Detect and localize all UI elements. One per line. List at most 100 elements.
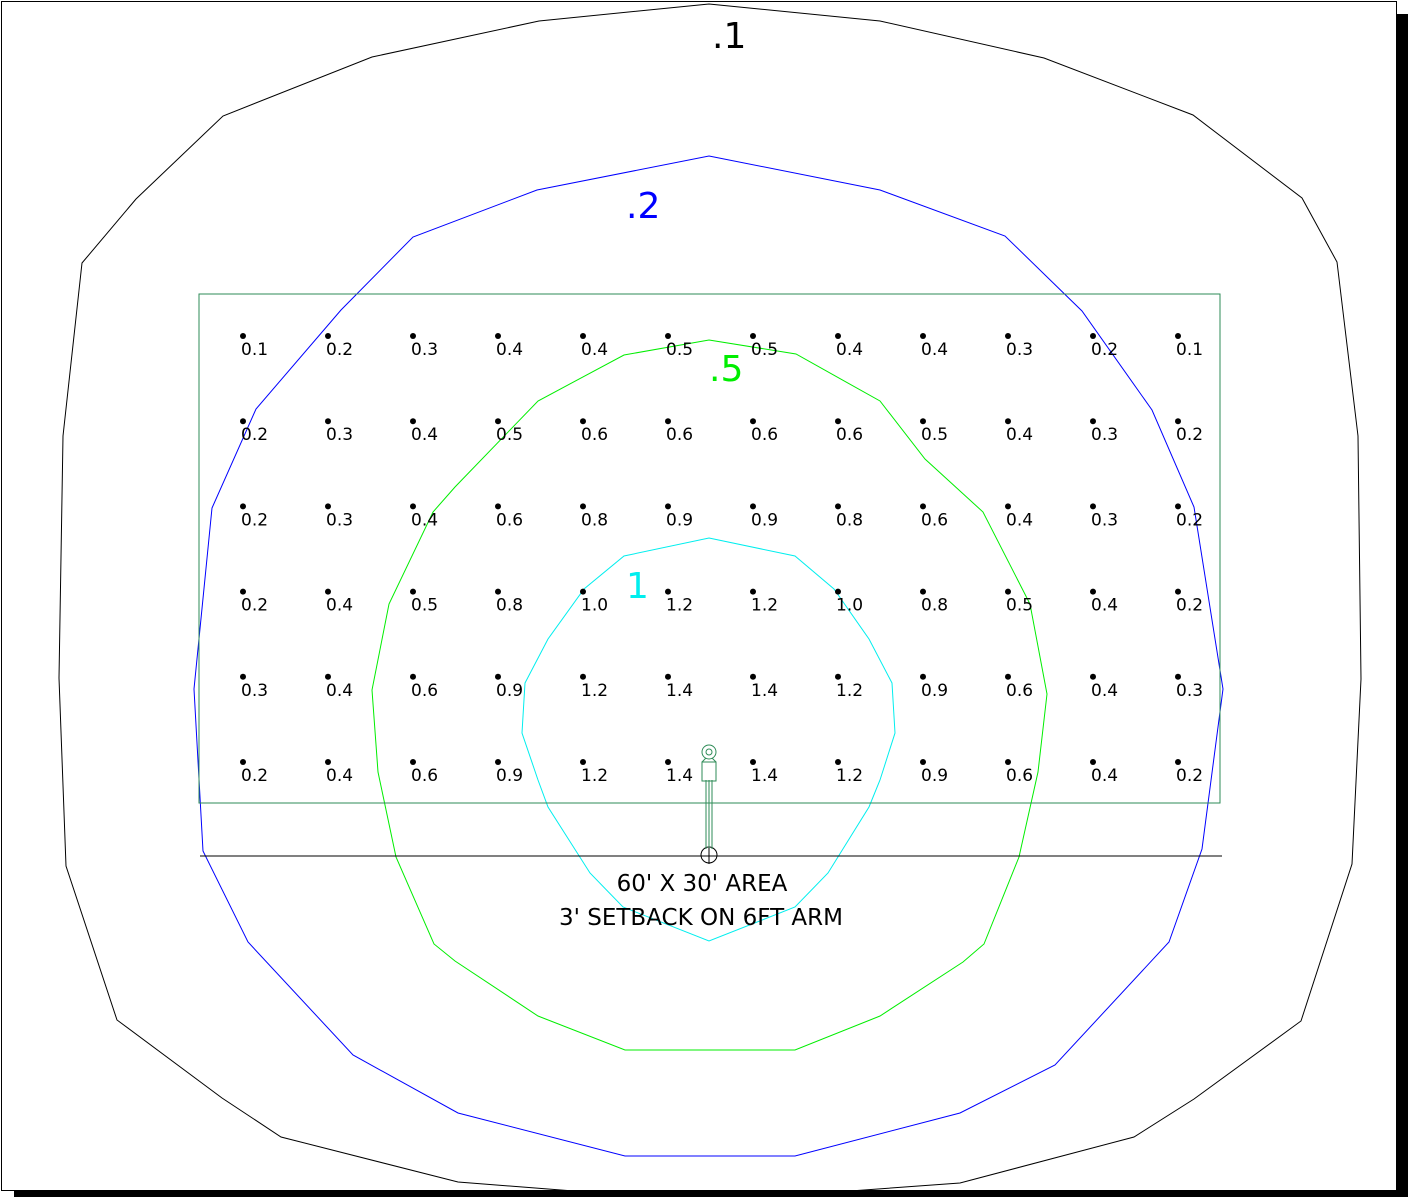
grid-point-value: 0.2 <box>1176 425 1203 445</box>
page-border <box>1 1 1397 1191</box>
grid-point-value: 0.2 <box>326 340 353 360</box>
grid-point-dot <box>665 503 671 510</box>
grid-point-value: 0.2 <box>241 510 268 530</box>
grid-point-value: 1.2 <box>836 681 863 701</box>
grid-point-value: 0.6 <box>581 425 608 445</box>
grid-point-value: 0.1 <box>1176 340 1203 360</box>
pole-luminaire-icon <box>700 744 718 864</box>
grid-point-value: 0.4 <box>411 425 438 445</box>
grid-point-value: 0.2 <box>241 425 268 445</box>
grid-point-value: 1.4 <box>666 766 693 786</box>
grid-point-dot <box>325 333 331 339</box>
grid-point-value: 0.9 <box>921 766 948 786</box>
grid-point-value: 0.4 <box>1006 425 1033 445</box>
grid-point-value: 0.4 <box>1091 596 1118 616</box>
grid-point-value: 0.8 <box>836 510 863 530</box>
grid-point-dot <box>835 759 841 765</box>
grid-point-value: 0.6 <box>411 681 438 701</box>
contour-line-1 <box>521 537 896 942</box>
grid-point-dot <box>240 333 246 339</box>
grid-point-value: 1.2 <box>836 766 863 786</box>
grid-point-dot <box>495 588 501 595</box>
grid-point-dot <box>750 503 756 510</box>
contour-line-0.2 <box>193 155 1224 1157</box>
grid-point-dot <box>495 673 501 680</box>
grid-point-dot <box>1175 503 1181 510</box>
grid-point-value: 0.3 <box>1006 340 1033 360</box>
grid-point-value: 0.3 <box>1091 425 1118 445</box>
grid-point-value: 0.2 <box>1091 340 1118 360</box>
grid-point-dot <box>1175 588 1181 595</box>
grid-point-value: 1.4 <box>751 681 778 701</box>
grid-point-value: 0.2 <box>1176 510 1203 530</box>
grid-point-dot <box>920 503 926 510</box>
grid-point-value: 1.2 <box>581 681 608 701</box>
grid-point-dot <box>750 333 756 339</box>
grid-point-value: 0.4 <box>1091 681 1118 701</box>
grid-point-dot <box>920 333 926 339</box>
grid-point-value: 0.6 <box>751 425 778 445</box>
grid-point-value: 1.4 <box>751 766 778 786</box>
contour-label-0.2: .2 <box>626 186 660 227</box>
grid-point-dot <box>495 418 501 425</box>
grid-point-dot <box>1005 673 1011 680</box>
grid-point-dot <box>410 759 416 765</box>
grid-point-dot <box>580 418 586 425</box>
grid-point-value: 0.8 <box>921 596 948 616</box>
grid-point-dot <box>410 418 416 425</box>
grid-point-dot <box>1005 418 1011 425</box>
grid-point-dot <box>1175 333 1181 339</box>
contour-line-0.5 <box>371 339 1048 1051</box>
grid-point-dot <box>665 333 671 339</box>
grid-point-value: 0.4 <box>836 340 863 360</box>
grid-point-dot <box>835 418 841 425</box>
grid-point-value: 0.2 <box>241 596 268 616</box>
contour-line-0.1 <box>58 3 1362 1196</box>
grid-point-value: 0.6 <box>836 425 863 445</box>
grid-point-value: 1.0 <box>581 596 608 616</box>
grid-point-dot <box>665 673 671 680</box>
grid-point-dot <box>495 333 501 339</box>
grid-point-value: 0.9 <box>496 766 523 786</box>
grid-point-dot <box>325 759 331 765</box>
grid-point-dot <box>750 588 756 595</box>
grid-point-dot <box>410 588 416 595</box>
grid-point-value: 0.4 <box>1091 766 1118 786</box>
grid-point-value: 0.3 <box>1091 510 1118 530</box>
grid-point-value: 0.3 <box>411 340 438 360</box>
grid-point-dot <box>1090 673 1096 680</box>
grid-point-value: 0.6 <box>1006 766 1033 786</box>
grid-point-dot <box>920 418 926 425</box>
grid-point-dot <box>835 588 841 595</box>
grid-point-dot <box>1090 333 1096 339</box>
grid-point-value: 0.4 <box>326 766 353 786</box>
grid-point-value: 0.3 <box>326 425 353 445</box>
grid-point-value: 0.5 <box>496 425 523 445</box>
page-shadow-bottom <box>14 1191 1408 1197</box>
grid-point-dot <box>1090 503 1096 510</box>
grid-point-dot <box>410 333 416 339</box>
grid-point-value: 0.9 <box>496 681 523 701</box>
grid-point-value: 0.4 <box>326 596 353 616</box>
grid-point-value: 1.2 <box>666 596 693 616</box>
grid-point-dot <box>920 673 926 680</box>
grid-point-value: 0.3 <box>326 510 353 530</box>
grid-point-value: 0.9 <box>921 681 948 701</box>
grid-point-dot <box>750 759 756 765</box>
grid-point-value: 0.4 <box>411 510 438 530</box>
grid-point-dot <box>1175 759 1181 765</box>
grid-point-dot <box>665 418 671 425</box>
grid-point-value: 0.4 <box>496 340 523 360</box>
grid-point-value: 0.3 <box>241 681 268 701</box>
illuminance-grid: 0.1 0.2 0.3 0.4 0.4 0.5 0.5 0.4 0.4 0.3 0.2 0.1 0.2 0… <box>240 333 1203 786</box>
grid-point-value: 0.4 <box>1006 510 1033 530</box>
grid-point-dot <box>495 503 501 510</box>
contour-label-0.1: .1 <box>712 16 746 57</box>
grid-point-value: 0.5 <box>411 596 438 616</box>
grid-point-dot <box>410 673 416 680</box>
grid-point-dot <box>325 588 331 595</box>
grid-point-dot <box>665 588 671 595</box>
grid-point-value: 0.4 <box>921 340 948 360</box>
caption-setback: 3' SETBACK ON 6FT ARM <box>559 905 843 931</box>
